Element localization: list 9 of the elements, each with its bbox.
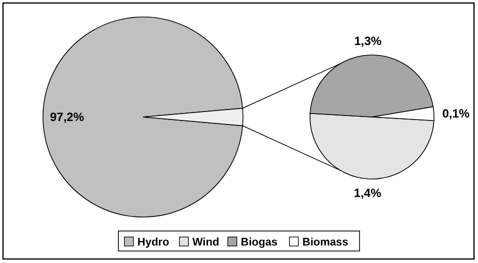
legend-label: Wind	[192, 236, 220, 248]
pie-slice	[42, 16, 244, 218]
legend-label: Biomass	[302, 236, 348, 248]
data-label: 1,3%	[354, 34, 382, 48]
data-label: 0,1%	[442, 106, 470, 120]
data-label: 97,2%	[50, 110, 84, 124]
legend-label: Biogas	[240, 236, 278, 248]
data-label: 1,4%	[354, 186, 382, 200]
legend-label: Hydro	[137, 236, 170, 248]
